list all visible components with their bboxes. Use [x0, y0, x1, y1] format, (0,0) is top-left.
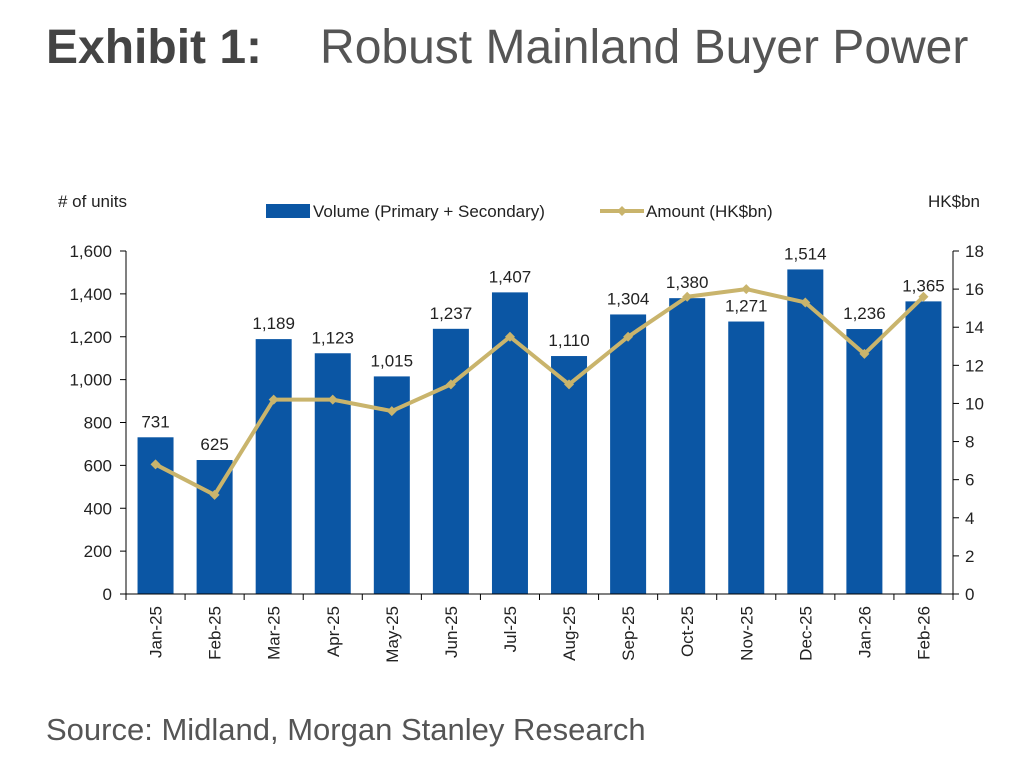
- amount-point-Jul-25: [504, 331, 515, 342]
- bar-Mar-25: [255, 339, 292, 594]
- x-tick-label: Jun-25: [442, 606, 461, 658]
- bar-Jan-26: [846, 329, 883, 594]
- x-tick-label: Dec-25: [796, 606, 815, 661]
- left-tick-label: 1,600: [69, 242, 112, 261]
- page-title: Exhibit 1: Robust Mainland Buyer Power: [46, 6, 1006, 90]
- left-tick-label: 1,200: [69, 328, 112, 347]
- bar-value-label: 1,365: [902, 276, 945, 295]
- bar-Jul-25: [491, 292, 528, 594]
- bar-Oct-25: [669, 298, 706, 594]
- left-tick-label: 200: [84, 542, 112, 561]
- legend-bar-label: Volume (Primary + Secondary): [313, 202, 545, 221]
- right-tick-label: 12: [965, 356, 984, 375]
- amount-point-Nov-25: [741, 284, 752, 295]
- bar-value-label: 1,271: [725, 297, 768, 316]
- chart: # of units HK$bn Volume (Primary + Secon…: [58, 192, 984, 663]
- right-axis-label: HK$bn: [928, 192, 980, 211]
- left-tick-label: 600: [84, 456, 112, 475]
- left-tick-label: 0: [103, 585, 112, 604]
- right-tick-label: 2: [965, 547, 974, 566]
- x-tick-label: Oct-25: [678, 606, 697, 657]
- right-tick-label: 14: [965, 318, 984, 337]
- amount-point-Feb-25: [209, 489, 220, 500]
- bar-value-label: 1,110: [548, 331, 589, 350]
- source-note: Source: Midland, Morgan Stanley Research: [46, 712, 646, 747]
- bar-Aug-25: [551, 356, 588, 594]
- amount-point-Jan-25: [150, 459, 161, 470]
- bar-value-label: 1,237: [430, 304, 473, 323]
- bar-Sep-25: [610, 314, 647, 594]
- bar-Jun-25: [432, 328, 469, 594]
- x-tick-label: Jul-25: [501, 606, 520, 652]
- bar-value-label: 1,236: [843, 304, 886, 323]
- left-tick-label: 400: [84, 499, 112, 518]
- legend-bar-swatch: [266, 204, 310, 218]
- right-tick-label: 6: [965, 471, 974, 490]
- right-tick-label: 10: [965, 394, 984, 413]
- bar-Feb-25: [196, 460, 233, 594]
- x-tick-label: Mar-25: [265, 606, 284, 660]
- bar-value-label: 1,189: [252, 314, 295, 333]
- amount-point-Sep-25: [623, 331, 634, 342]
- x-tick-label: Jan-26: [855, 606, 874, 658]
- x-tick-label: Feb-26: [914, 606, 933, 660]
- bar-value-label: 731: [141, 412, 169, 431]
- amount-point-Aug-25: [564, 379, 575, 390]
- amount-point-Mar-25: [268, 394, 279, 405]
- amount-line: [154, 287, 925, 497]
- amount-point-Apr-25: [327, 394, 338, 405]
- bar-Feb-26: [905, 301, 942, 594]
- bar-value-label: 1,380: [666, 273, 709, 292]
- exhibit-title: Robust Mainland Buyer Power: [320, 21, 969, 74]
- plot-area: 731 625 1,189 1,123 1,015 1,237 1,407 1,110 1,30…: [69, 242, 983, 663]
- x-tick-label: Feb-25: [206, 606, 225, 660]
- left-axis-label: # of units: [58, 192, 127, 211]
- legend-line-marker: [617, 206, 627, 216]
- x-tick-label: May-25: [383, 606, 402, 663]
- bar-value-label: 1,304: [607, 289, 650, 308]
- left-tick-label: 1,000: [69, 371, 112, 390]
- right-tick-label: 4: [965, 509, 974, 528]
- legend-line-label: Amount (HK$bn): [646, 202, 773, 221]
- right-tick-label: 0: [965, 585, 974, 604]
- left-tick-label: 1,400: [69, 285, 112, 304]
- bar-Dec-25: [787, 269, 824, 594]
- amount-point-Dec-25: [800, 297, 811, 308]
- x-tick-label: Aug-25: [560, 606, 579, 661]
- bar-value-label: 1,015: [371, 351, 414, 370]
- legend: Volume (Primary + Secondary) Amount (HK$…: [266, 202, 773, 221]
- x-tick-label: Sep-25: [619, 606, 638, 661]
- x-tick-label: Jan-25: [147, 606, 166, 658]
- bar-Apr-25: [314, 353, 351, 594]
- right-tick-label: 18: [965, 242, 984, 261]
- amount-point-May-25: [386, 406, 397, 417]
- right-tick-label: 16: [965, 280, 984, 299]
- bar-Nov-25: [728, 321, 765, 594]
- exhibit-label: Exhibit 1:: [46, 21, 263, 74]
- bar-value-label: 1,407: [489, 267, 532, 286]
- x-tick-label: Nov-25: [737, 606, 756, 661]
- x-tick-label: Apr-25: [324, 606, 343, 657]
- amount-point-Oct-25: [682, 291, 693, 302]
- amount-point-Feb-26: [918, 291, 929, 302]
- bar-value-label: 1,514: [784, 244, 827, 263]
- left-tick-label: 800: [84, 414, 112, 433]
- bar-value-label: 625: [200, 435, 228, 454]
- amount-point-Jun-25: [445, 379, 456, 390]
- amount-point-Jan-26: [859, 348, 870, 359]
- right-tick-label: 8: [965, 433, 974, 452]
- bar-value-label: 1,123: [311, 328, 354, 347]
